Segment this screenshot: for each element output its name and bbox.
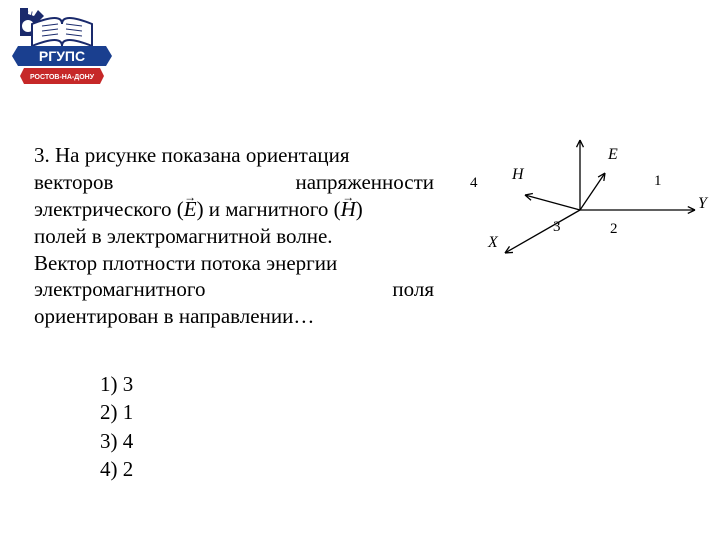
q-line-3b: ) и магнитного ( bbox=[197, 197, 341, 221]
q-line-7: ориентирован в направлении… bbox=[34, 303, 434, 330]
q-line-3a: электрического ( bbox=[34, 197, 184, 221]
vec-E-symbol: →E bbox=[184, 196, 197, 223]
vec-H-symbol: →H bbox=[341, 196, 356, 223]
svg-text:E: E bbox=[607, 146, 618, 163]
logo-top-text: U bbox=[26, 10, 33, 20]
q-line-6a: электромагнитного bbox=[34, 276, 205, 303]
banner-icon: РГУПС bbox=[12, 46, 112, 66]
answer-3: 3) 4 bbox=[100, 427, 133, 455]
q-line-2a: векторов bbox=[34, 169, 113, 196]
svg-text:2: 2 bbox=[610, 221, 618, 237]
answer-1: 1) 3 bbox=[100, 370, 133, 398]
svg-text:Z: Z bbox=[588, 135, 598, 139]
answer-list: 1) 3 2) 1 3) 4 4) 2 bbox=[100, 370, 133, 483]
q-line-6b: поля bbox=[392, 276, 434, 303]
bottom-banner-text: РОСТОВ-НА-ДОНУ bbox=[30, 74, 95, 81]
q-line-3c: ) bbox=[356, 197, 363, 221]
question-text: 3. На рисунке показана ориентация вектор… bbox=[34, 142, 434, 330]
svg-text:3: 3 bbox=[553, 219, 561, 235]
q-line-4: полей в электромагнитной волне. bbox=[34, 223, 434, 250]
svg-text:4: 4 bbox=[470, 175, 478, 191]
svg-text:X: X bbox=[487, 234, 499, 251]
answer-2: 2) 1 bbox=[100, 398, 133, 426]
q-line-5: Вектор плотности потока энергии bbox=[34, 250, 434, 277]
svg-text:1: 1 bbox=[654, 173, 662, 189]
q-line-1: 3. На рисунке показана ориентация bbox=[34, 142, 434, 169]
answer-4: 4) 2 bbox=[100, 455, 133, 483]
university-logo: РГУПС U РОСТОВ-НА-ДОНУ bbox=[12, 6, 112, 96]
q-line-2b: напряженности bbox=[296, 169, 434, 196]
svg-text:H: H bbox=[511, 166, 525, 183]
vector-diagram: Z Y X E H 1 2 3 4 bbox=[450, 135, 710, 295]
banner-text: РГУПС bbox=[39, 48, 85, 64]
bottom-banner-icon: РОСТОВ-НА-ДОНУ bbox=[20, 68, 104, 84]
svg-text:Y: Y bbox=[698, 195, 709, 212]
